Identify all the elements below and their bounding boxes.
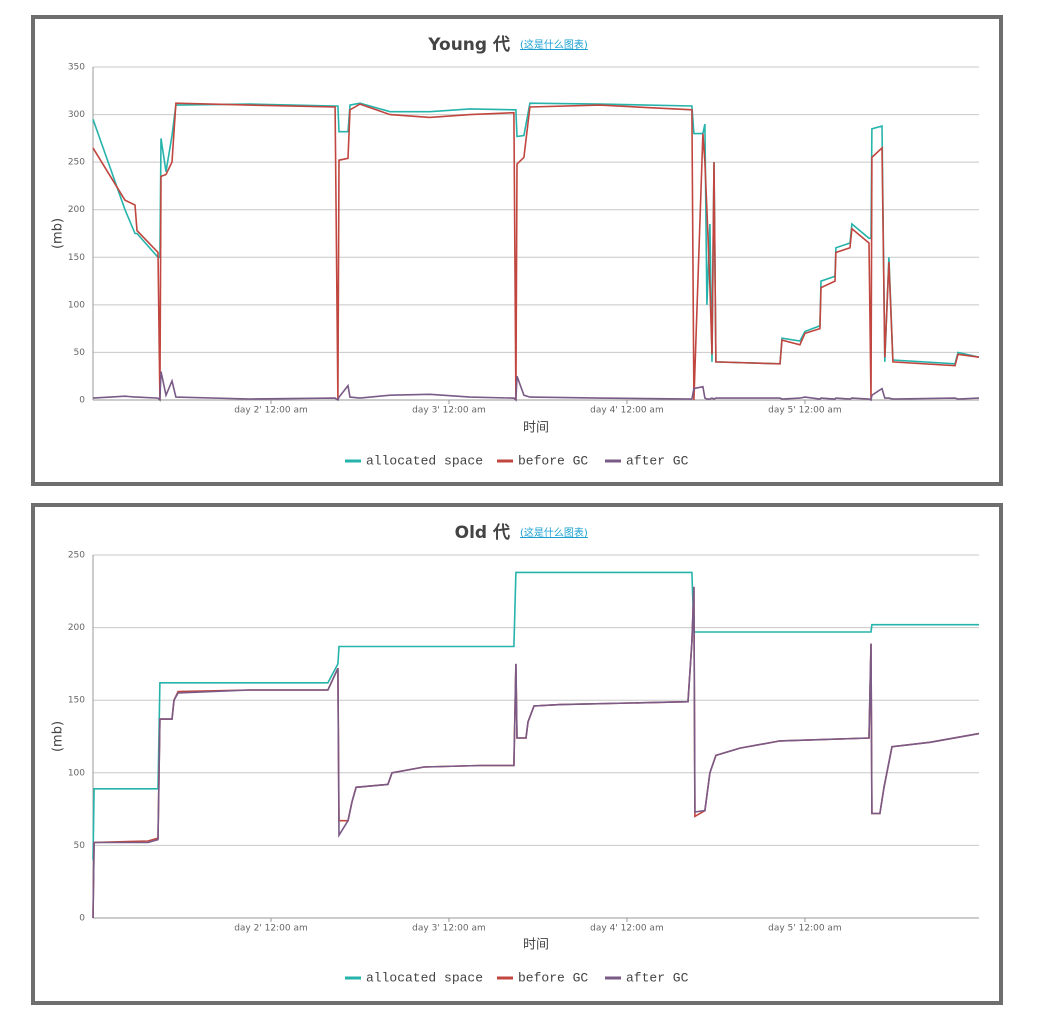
x-tick-label: day 4' 12:00 am xyxy=(590,406,664,416)
help-link[interactable]: (这是什么图表) xyxy=(520,38,588,51)
x-tick-label: day 3' 12:00 am xyxy=(412,924,486,934)
y-tick-label: 150 xyxy=(68,696,85,706)
y-tick-label: 0 xyxy=(79,396,85,406)
data-line xyxy=(92,102,980,401)
y-tick-label: 200 xyxy=(68,623,85,633)
x-axis-label: 时间 xyxy=(523,421,549,436)
y-axis-label: (mb) xyxy=(51,721,66,752)
data-line xyxy=(92,371,980,402)
chart-frame xyxy=(31,503,1003,1005)
x-tick-label: day 4' 12:00 am xyxy=(590,924,664,934)
y-tick-label: 50 xyxy=(74,348,86,358)
y-tick-label: 300 xyxy=(68,110,85,120)
legend-label: before GC xyxy=(518,453,588,468)
x-tick-label: day 5' 12:00 am xyxy=(768,406,842,416)
x-tick-label: day 2' 12:00 am xyxy=(234,924,308,934)
help-link[interactable]: (这是什么图表) xyxy=(520,526,588,539)
x-tick-label: day 2' 12:00 am xyxy=(234,406,308,416)
chart-title: Old 代 xyxy=(455,522,510,543)
x-tick-label: day 3' 12:00 am xyxy=(412,406,486,416)
y-tick-label: 250 xyxy=(68,551,85,561)
y-tick-label: 100 xyxy=(68,300,85,310)
legend-label: allocated space xyxy=(366,453,483,468)
data-line xyxy=(92,571,979,860)
y-tick-label: 350 xyxy=(68,63,85,73)
y-tick-label: 200 xyxy=(68,205,85,215)
legend-label: before GC xyxy=(518,970,588,985)
y-tick-label: 150 xyxy=(68,253,85,263)
chart-title: Young 代 xyxy=(427,34,510,55)
y-tick-label: 250 xyxy=(68,158,85,168)
y-tick-label: 100 xyxy=(68,768,85,778)
legend-label: after GC xyxy=(626,970,689,985)
y-tick-label: 0 xyxy=(79,914,85,924)
data-line xyxy=(92,586,980,919)
x-axis-label: 时间 xyxy=(523,938,549,953)
x-tick-label: day 5' 12:00 am xyxy=(768,924,842,934)
y-tick-label: 50 xyxy=(74,841,86,851)
legend-label: allocated space xyxy=(366,970,483,985)
y-axis-label: (mb) xyxy=(51,218,66,249)
legend-label: after GC xyxy=(626,453,689,468)
